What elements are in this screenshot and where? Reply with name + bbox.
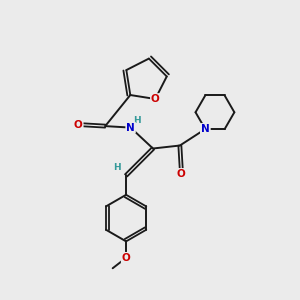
- Text: O: O: [151, 94, 160, 104]
- Text: N: N: [126, 123, 135, 133]
- Text: H: H: [113, 164, 121, 172]
- Text: N: N: [201, 124, 210, 134]
- Text: O: O: [74, 120, 83, 130]
- Text: O: O: [122, 253, 130, 263]
- Text: N: N: [201, 124, 210, 134]
- Text: O: O: [177, 169, 186, 179]
- Text: H: H: [133, 116, 141, 124]
